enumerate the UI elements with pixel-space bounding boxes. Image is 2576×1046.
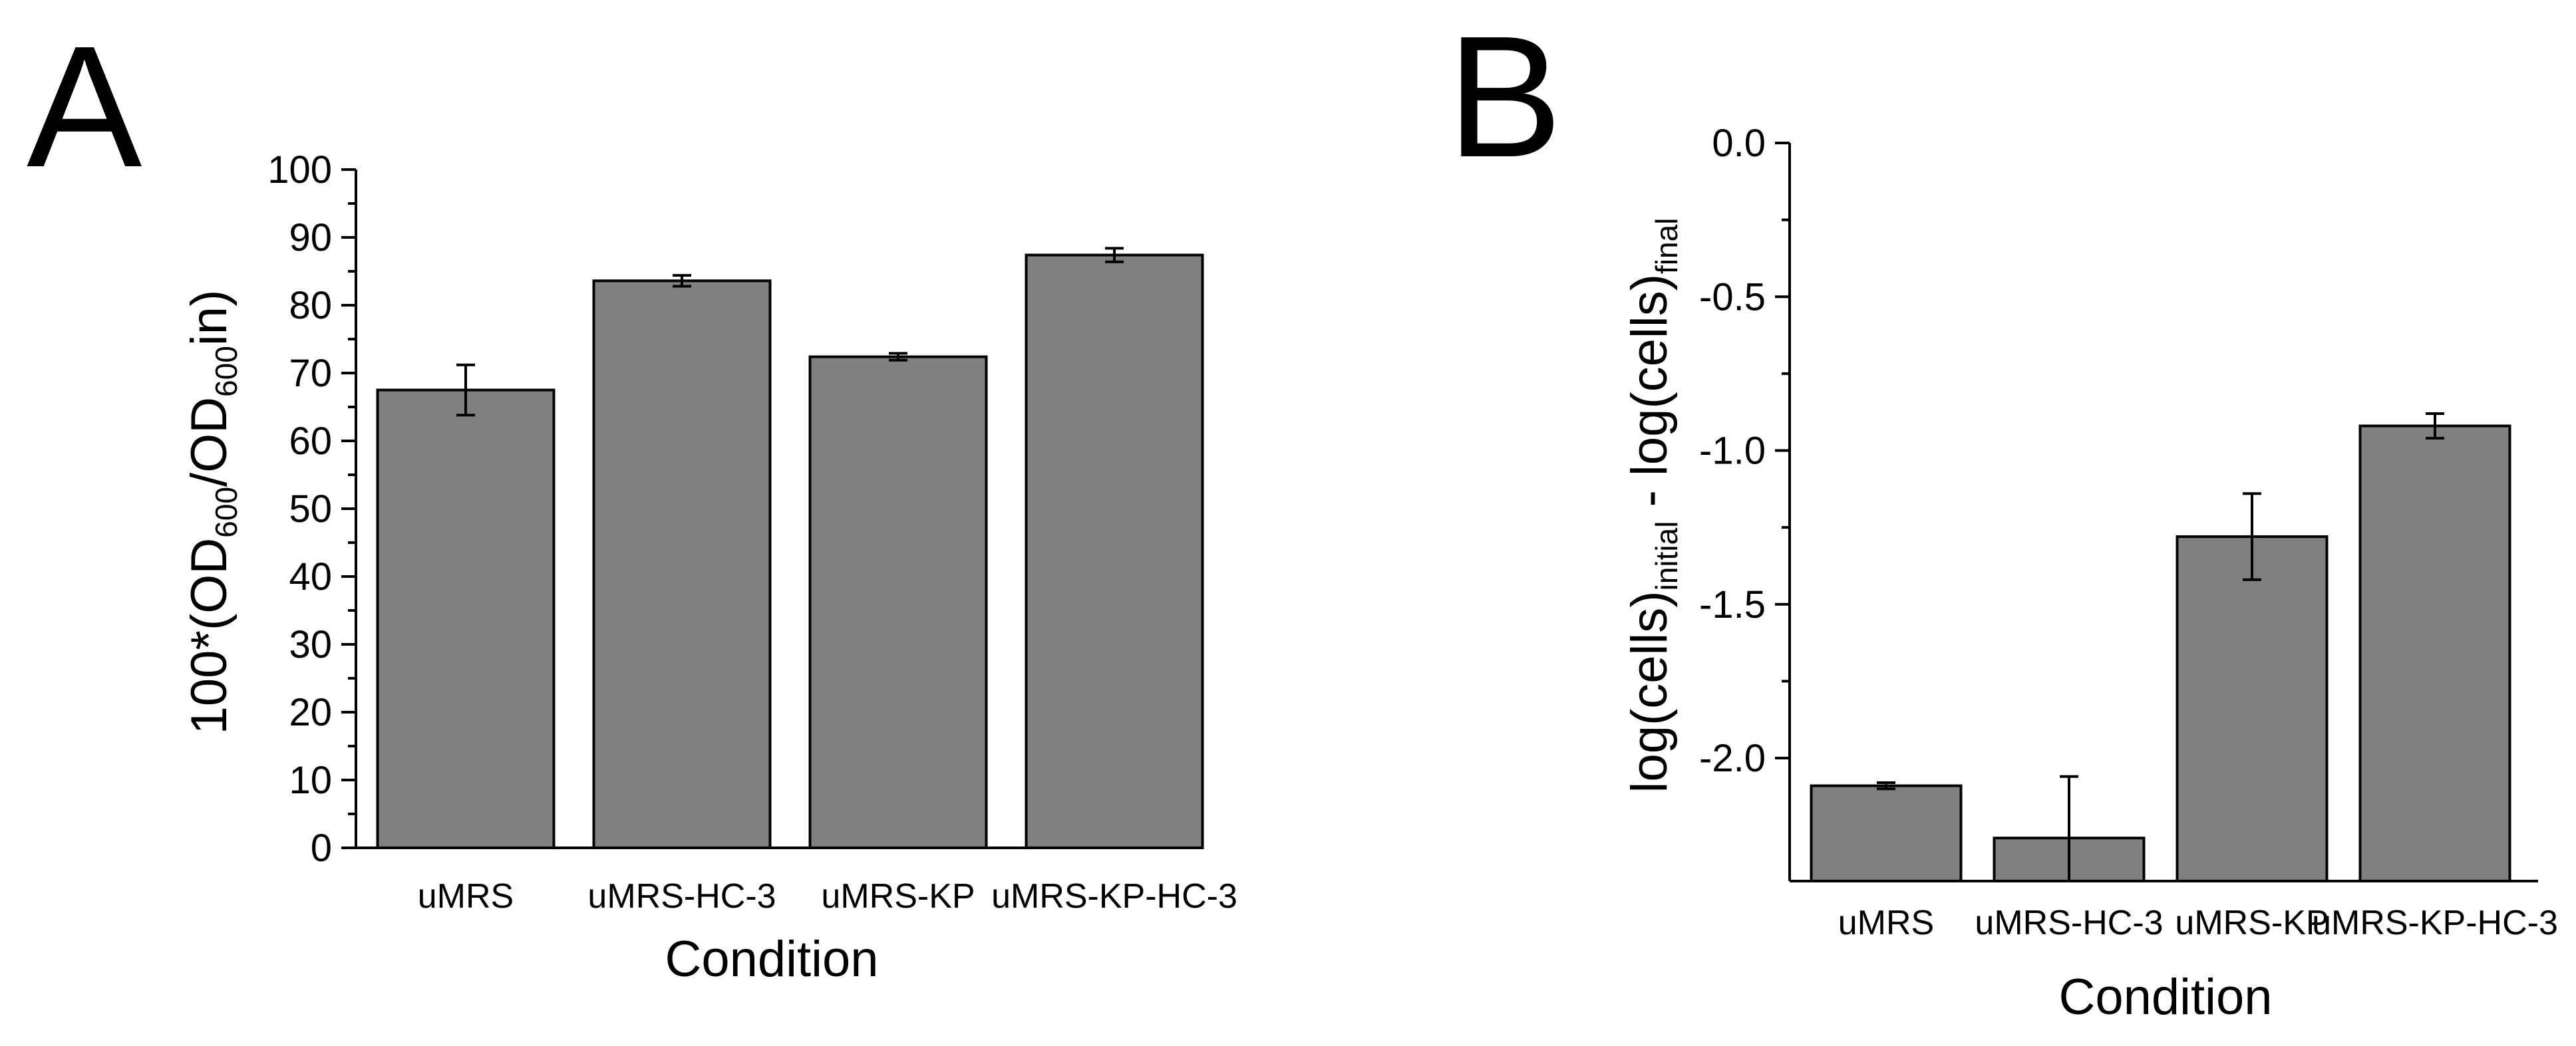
y-tick-label: -1.5 (1699, 583, 1766, 626)
y-tick-label: 30 (289, 623, 332, 666)
y-axis-title-part: log(cells) (1621, 590, 1678, 793)
y-axis-title-subscript: initial (1649, 521, 1684, 591)
y-tick-label: 10 (289, 759, 332, 802)
panel-b-axes (1788, 143, 2538, 882)
category-label: uMRS-KP (821, 877, 975, 916)
y-tick-label: 20 (289, 691, 332, 734)
y-axis-title-subscript: 600 (209, 346, 243, 397)
bar (592, 279, 772, 849)
panel-b-error-bars (1877, 412, 2444, 881)
category-label: uMRS (418, 877, 514, 916)
y-tick-label: 100 (267, 148, 332, 192)
panel-a-y-axis-title: 100*(OD600/OD600in) (181, 290, 243, 735)
y-tick-label: 50 (289, 487, 332, 531)
bar (808, 355, 988, 849)
panel-a-error-bars (456, 247, 1124, 417)
category-label: uMRS-KP-HC-3 (2312, 904, 2558, 942)
bar (376, 388, 556, 849)
y-tick-label: 80 (289, 284, 332, 327)
panel-a-category-labels: uMRS uMRS-HC-3 uMRS-KP uMRS-KP-HC-3 (418, 877, 1237, 916)
bar (2358, 424, 2511, 882)
y-tick-label: 40 (289, 555, 332, 598)
chart-panel-b: B -2.0 -1.5 -1.0 -0.5 0.0 uMRS uMRS-HC-3 uMRS-… (1447, 1, 2558, 1025)
bar (1810, 784, 1963, 882)
y-axis-title-part: 100*(OD (181, 538, 238, 735)
panel-b-y-axis-ticks: -2.0 -1.5 -1.0 -0.5 0.0 (1699, 122, 1790, 780)
bar (1025, 253, 1204, 849)
category-label: uMRS (1838, 904, 1934, 942)
y-tick-label: 90 (289, 216, 332, 259)
panel-b-y-axis-title: log(cells)initial - log(cells)final (1621, 218, 1684, 793)
panel-a-bars (376, 253, 1204, 849)
y-axis-title-part: in) (181, 290, 238, 346)
bar (2175, 535, 2329, 882)
panel-b-bars (1810, 424, 2511, 882)
panel-b-letter: B (1447, 1, 1562, 194)
category-label: uMRS-KP-HC-3 (991, 877, 1237, 916)
panel-a-letter: A (27, 11, 143, 203)
y-tick-label: 0.0 (1712, 122, 1766, 165)
y-axis-title-subscript: 600 (209, 487, 243, 538)
y-tick-label: -0.5 (1699, 275, 1766, 319)
y-axis-title-part: /OD (181, 397, 238, 487)
y-tick-label: 0 (311, 827, 332, 870)
panel-a-axes (355, 170, 1198, 849)
panel-b-x-axis-title: Condition (2058, 969, 2272, 1025)
y-tick-label: -2.0 (1699, 737, 1766, 780)
y-tick-label: -1.0 (1699, 430, 1766, 473)
category-label: uMRS-KP (2175, 904, 2329, 942)
y-axis-title-part: - log(cells) (1621, 274, 1678, 521)
panel-a-y-axis-ticks: 0 10 20 30 40 50 60 70 80 90 100 (267, 148, 356, 870)
panel-a-x-axis-title: Condition (665, 931, 878, 987)
y-tick-label: 70 (289, 352, 332, 395)
category-label: uMRS-HC-3 (587, 877, 776, 916)
y-tick-label: 60 (289, 420, 332, 463)
y-axis-title-subscript: final (1649, 218, 1684, 274)
category-label: uMRS-HC-3 (1975, 904, 2163, 942)
